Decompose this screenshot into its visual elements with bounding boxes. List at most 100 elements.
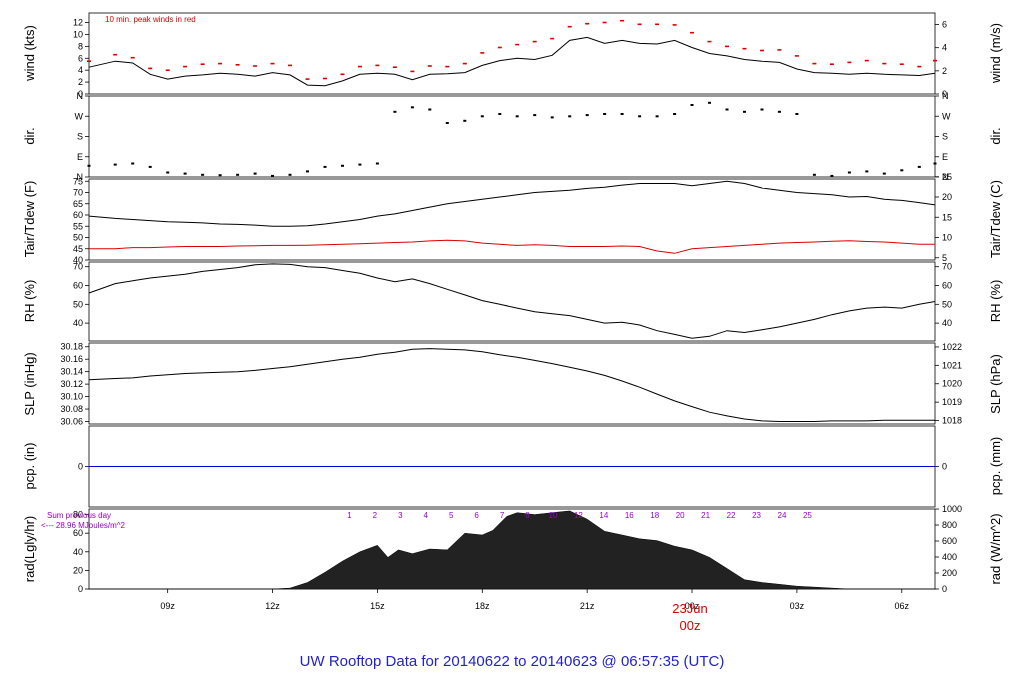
temp-right-tick-label: 5 [942,253,947,263]
dir-left-tick-label: N [77,172,84,182]
rh-right-tick-label: 70 [942,262,952,272]
wind-peak-point [323,77,327,80]
temp-right-tick-label: 25 [942,172,952,182]
dir-point [201,173,205,176]
dir-point [585,114,589,117]
temp-left-tick-label: 55 [73,221,83,231]
wind-peak-point [357,65,362,68]
wind-peak-point [690,31,694,34]
temp-right-tick-label: 15 [942,212,952,222]
dir-point [933,162,937,165]
dir-point [323,165,327,168]
rad-left-label: rad(Lgly/hr) [22,516,37,582]
dir-point [638,115,642,118]
dir-right-tick-label: N [942,172,949,182]
wind-left-tick-label: 0 [78,89,83,99]
dir-point [445,122,449,124]
dir-point [795,113,799,115]
slp-left-tick-label: 30.08 [60,404,83,414]
wind-peak-note: 10 min. peak winds in red [105,15,196,24]
pcp-left-tick-label: 0 [78,462,83,472]
dir-point [236,173,240,176]
dir-point [673,113,677,115]
rad-left-tick-label: 40 [73,547,83,557]
date-hour-label: 00z [680,618,701,633]
wind-peak-point [200,63,205,65]
rad-hour-marker: 10 [549,511,558,520]
rad-sum-line1: Sum previous day [47,511,111,520]
dir-point [830,174,834,177]
wind-left-tick-label: 10 [73,29,83,39]
wind-peak-point [462,62,467,65]
wind-peak-point [183,65,188,68]
rad-hour-marker: 16 [625,511,634,520]
slp-left-tick-label: 30.12 [60,379,83,389]
dir-point [725,108,729,111]
wind-panel-frame [88,12,936,95]
rad-right-tick-label: 400 [942,552,957,562]
wind-peak-point [864,59,869,62]
wind-left-tick-label: 4 [78,65,83,75]
wind-peak-point [130,56,135,59]
rad-hour-marker: 12 [574,511,583,520]
rh-right-tick-label: 50 [942,299,952,309]
dir-point [148,165,152,168]
rh-left-tick-label: 50 [73,299,83,309]
wind-peak-point [847,61,852,64]
dir-point [428,108,432,111]
dir-point [900,169,904,172]
dir-point [218,174,222,177]
wind-peak-point [933,59,937,62]
wind-peak-point [340,73,345,76]
wind-peak-point [375,64,380,67]
rh-line [88,263,936,339]
temp-right-tick-label: 10 [942,233,952,243]
dir-point [550,116,554,119]
dir-point [917,165,921,168]
wind-peak-point [410,70,415,73]
dir-right-tick-label: S [942,132,948,142]
wind-left-tick-label: 2 [78,77,83,87]
temp-left-tick-label: 50 [73,233,83,243]
rad-left-tick-label: 80 [73,510,83,520]
rad-right-tick-label: 800 [942,520,957,530]
rad-area [89,510,935,590]
wind-peak-point [113,53,118,56]
dir-left-tick-label: E [77,152,83,162]
pcp-left-label: pcp. (in) [22,443,37,490]
x-tick-label: 03z [790,601,805,611]
wind-peak-point [550,37,555,40]
wind-peak-point [427,65,432,67]
wind-peak-point [165,69,170,71]
x-tick-label: 18z [475,601,490,611]
rad-hour-marker: 22 [727,511,736,520]
x-tick-label: 09z [160,601,175,611]
pcp-right-label: pcp. (mm) [988,437,1003,496]
dir-point [113,163,117,166]
dir-right-label: dir. [988,127,1003,144]
temp-left-tick-label: 75 [73,176,83,186]
wind-peak-point [794,55,799,57]
dir-point [358,163,362,166]
dir-point [603,113,607,115]
dir-point [393,110,397,113]
dir-point [131,162,135,165]
dir-point [166,171,170,174]
rad-right-tick-label: 0 [942,584,947,594]
wind-peak-point [87,60,91,62]
dir-point [288,173,292,176]
wind-peak-point [672,24,677,26]
temp-left-tick-label: 45 [73,244,83,254]
x-tick-label: 12z [265,601,280,611]
rad-hour-marker: 4 [424,511,429,520]
slp-panel-frame [88,342,936,425]
wind-peak-point [882,62,887,65]
rad-hour-marker: 23 [752,511,761,520]
wind-speed-line [88,36,936,87]
dir-point [812,173,816,176]
temp-left-tick-label: 70 [73,188,83,198]
dir-point [183,172,187,175]
slp-left-tick-label: 30.18 [60,342,83,352]
dir-point [306,170,309,173]
rad-left-tick-label: 20 [73,565,83,575]
